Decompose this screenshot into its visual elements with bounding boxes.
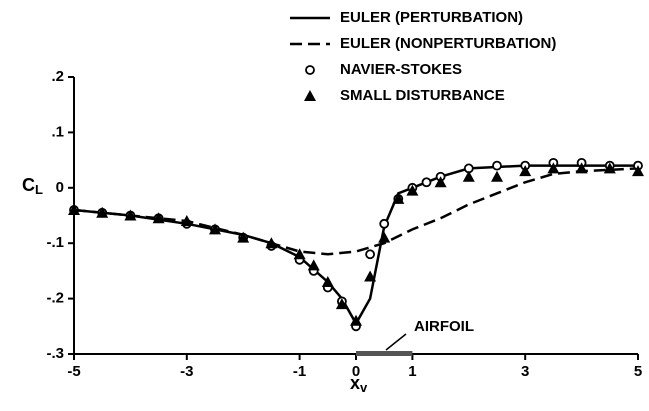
x-tick-label: 5 [634, 363, 642, 380]
marker-triangle [632, 165, 644, 177]
marker-triangle [491, 170, 503, 182]
marker-triangle [237, 231, 250, 243]
annotation: AIRFOIL [414, 318, 474, 335]
marker-triangle [392, 192, 405, 204]
annotation-leader [385, 333, 407, 351]
y-axis-label-main: C [22, 175, 35, 195]
x-tick-label: 1 [408, 363, 416, 380]
marker-circle [365, 249, 376, 260]
marker-triangle [321, 275, 334, 287]
marker-triangle [293, 248, 306, 260]
marker-triangle [406, 184, 419, 196]
airfoil [356, 351, 413, 356]
marker-triangle [603, 162, 616, 174]
y-axis-label-sub: L [35, 182, 43, 197]
x-tick-label: -3 [180, 363, 193, 380]
marker-circle [492, 160, 502, 171]
marker-triangle [434, 176, 447, 188]
marker-triangle [575, 162, 588, 174]
marker-triangle [96, 206, 109, 218]
x-tick-label: -5 [67, 363, 80, 380]
legend-label: SMALL DISTURBANCE [340, 87, 505, 104]
marker-triangle [462, 170, 475, 182]
marker-circle [421, 177, 432, 188]
y-tick-label: 0 [56, 179, 64, 196]
series-line [73, 164, 638, 327]
y-tick-label: -.3 [46, 345, 64, 362]
legend-label: NAVIER-STOKES [340, 61, 462, 78]
marker-triangle [68, 203, 80, 215]
series-line [73, 167, 639, 256]
marker-triangle [304, 90, 316, 101]
legend-label: EULER (NONPERTURBATION) [340, 35, 556, 52]
marker-triangle [209, 223, 221, 235]
marker-triangle [152, 212, 165, 224]
marker-triangle [307, 259, 320, 271]
marker-circle [305, 65, 315, 75]
marker-circle [379, 218, 390, 229]
marker-triangle [378, 231, 391, 243]
y-tick-label: .1 [51, 123, 64, 140]
marker-triangle [265, 237, 278, 249]
legend-label: EULER (PERTURBATION) [340, 9, 523, 26]
x-axis-label: xv [350, 373, 368, 396]
marker-triangle [180, 215, 193, 227]
marker-triangle [547, 162, 560, 174]
x-tick-label: 3 [521, 363, 529, 380]
x-tick-label: -1 [293, 363, 306, 380]
marker-triangle [350, 314, 362, 326]
x-axis-label-main: x [350, 373, 360, 393]
y-tick-label: .2 [51, 68, 64, 85]
x-axis-label-sub: v [360, 380, 368, 395]
marker-triangle [335, 298, 348, 310]
marker-triangle [364, 270, 377, 282]
y-tick-label: -.1 [46, 234, 64, 251]
y-axis-label: CL [22, 175, 43, 198]
y-tick-label: -.2 [46, 290, 64, 307]
marker-triangle [519, 165, 532, 177]
marker-triangle [124, 209, 137, 221]
x-tick-label: 0 [352, 363, 360, 380]
